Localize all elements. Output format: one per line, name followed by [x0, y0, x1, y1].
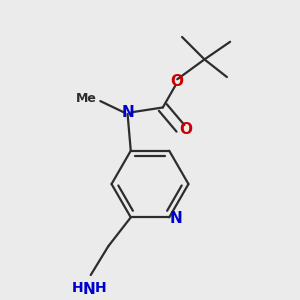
- Text: N: N: [170, 212, 183, 226]
- Text: N: N: [83, 282, 95, 297]
- Text: N: N: [121, 105, 134, 120]
- Text: H: H: [95, 281, 107, 295]
- Text: O: O: [180, 122, 193, 137]
- Text: H: H: [71, 281, 83, 295]
- Text: O: O: [170, 74, 183, 89]
- Text: Me: Me: [76, 92, 97, 105]
